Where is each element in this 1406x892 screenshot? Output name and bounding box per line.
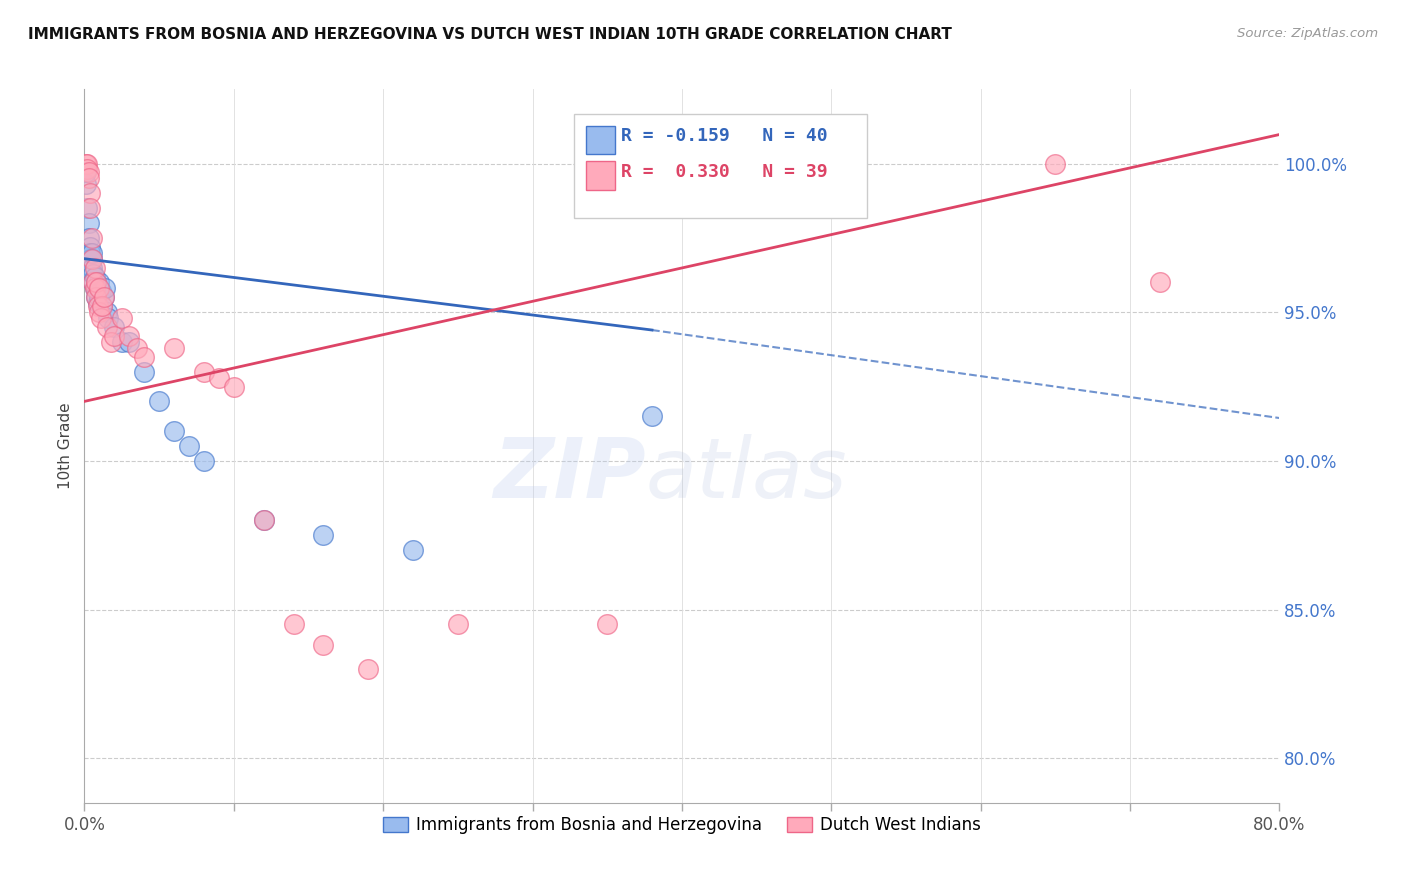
Text: Source: ZipAtlas.com: Source: ZipAtlas.com bbox=[1237, 27, 1378, 40]
Text: R =  0.330   N = 39: R = 0.330 N = 39 bbox=[621, 162, 828, 181]
Point bbox=[83, 281, 105, 295]
Point bbox=[312, 638, 335, 652]
Point bbox=[93, 290, 115, 304]
Point bbox=[97, 311, 120, 326]
Point bbox=[86, 281, 108, 295]
Point bbox=[118, 329, 141, 343]
Point bbox=[80, 231, 103, 245]
FancyBboxPatch shape bbox=[586, 126, 614, 154]
Point bbox=[94, 281, 117, 295]
Point bbox=[253, 513, 276, 527]
Point bbox=[89, 290, 111, 304]
Point bbox=[80, 252, 103, 266]
Point bbox=[86, 276, 108, 290]
Point bbox=[177, 439, 200, 453]
Point bbox=[75, 156, 97, 170]
Point bbox=[89, 281, 111, 295]
Point bbox=[83, 269, 105, 284]
Point bbox=[222, 379, 245, 393]
Point bbox=[89, 305, 111, 319]
Point bbox=[86, 290, 108, 304]
Point bbox=[118, 334, 141, 349]
Point bbox=[193, 454, 215, 468]
Point bbox=[76, 156, 98, 170]
Point bbox=[283, 617, 305, 632]
Point bbox=[103, 320, 125, 334]
Point bbox=[100, 334, 122, 349]
Point bbox=[90, 285, 112, 299]
Point bbox=[79, 186, 101, 201]
Point bbox=[163, 341, 186, 355]
Point bbox=[91, 299, 114, 313]
Point bbox=[87, 296, 110, 310]
Point bbox=[77, 231, 100, 245]
Point bbox=[79, 240, 101, 254]
FancyBboxPatch shape bbox=[586, 161, 614, 190]
Point bbox=[77, 165, 100, 179]
Point bbox=[357, 662, 380, 676]
Point bbox=[80, 245, 103, 260]
Point bbox=[103, 329, 125, 343]
Point bbox=[193, 365, 215, 379]
Point bbox=[80, 260, 103, 275]
Point bbox=[77, 171, 100, 186]
Point bbox=[87, 281, 110, 295]
FancyBboxPatch shape bbox=[575, 114, 868, 218]
Point bbox=[596, 617, 619, 632]
Point bbox=[90, 311, 112, 326]
Point bbox=[253, 513, 276, 527]
Point bbox=[86, 276, 108, 290]
Point bbox=[79, 252, 101, 266]
Point bbox=[96, 320, 118, 334]
Point bbox=[86, 290, 108, 304]
Point bbox=[1045, 156, 1067, 170]
Text: ZIP: ZIP bbox=[494, 434, 647, 515]
Y-axis label: 10th Grade: 10th Grade bbox=[58, 402, 73, 490]
Point bbox=[76, 201, 98, 215]
Point bbox=[447, 617, 470, 632]
Point bbox=[208, 370, 231, 384]
Point bbox=[96, 305, 118, 319]
Point bbox=[111, 334, 134, 349]
Point bbox=[83, 281, 105, 295]
Point bbox=[82, 276, 104, 290]
Point bbox=[641, 409, 664, 424]
Point bbox=[76, 162, 98, 177]
Point bbox=[163, 424, 186, 438]
Point bbox=[402, 543, 425, 558]
Point bbox=[111, 311, 134, 326]
Point bbox=[82, 267, 104, 281]
Point bbox=[75, 178, 97, 192]
Point bbox=[80, 252, 103, 266]
Text: IMMIGRANTS FROM BOSNIA AND HERZEGOVINA VS DUTCH WEST INDIAN 10TH GRADE CORRELATI: IMMIGRANTS FROM BOSNIA AND HERZEGOVINA V… bbox=[28, 27, 952, 42]
Point bbox=[83, 260, 105, 275]
Point bbox=[79, 201, 101, 215]
Point bbox=[75, 165, 97, 179]
Point bbox=[77, 216, 100, 230]
Point bbox=[93, 290, 115, 304]
Point bbox=[1149, 276, 1171, 290]
Point bbox=[132, 365, 156, 379]
Point bbox=[87, 299, 110, 313]
Text: R = -0.159   N = 40: R = -0.159 N = 40 bbox=[621, 127, 828, 145]
Legend: Immigrants from Bosnia and Herzegovina, Dutch West Indians: Immigrants from Bosnia and Herzegovina, … bbox=[375, 810, 988, 841]
Point bbox=[312, 528, 335, 542]
Text: atlas: atlas bbox=[647, 434, 848, 515]
Point bbox=[79, 245, 101, 260]
Point bbox=[132, 350, 156, 364]
Point bbox=[148, 394, 170, 409]
Point bbox=[91, 299, 114, 313]
Point bbox=[89, 276, 111, 290]
Point bbox=[125, 341, 148, 355]
Point bbox=[82, 276, 104, 290]
